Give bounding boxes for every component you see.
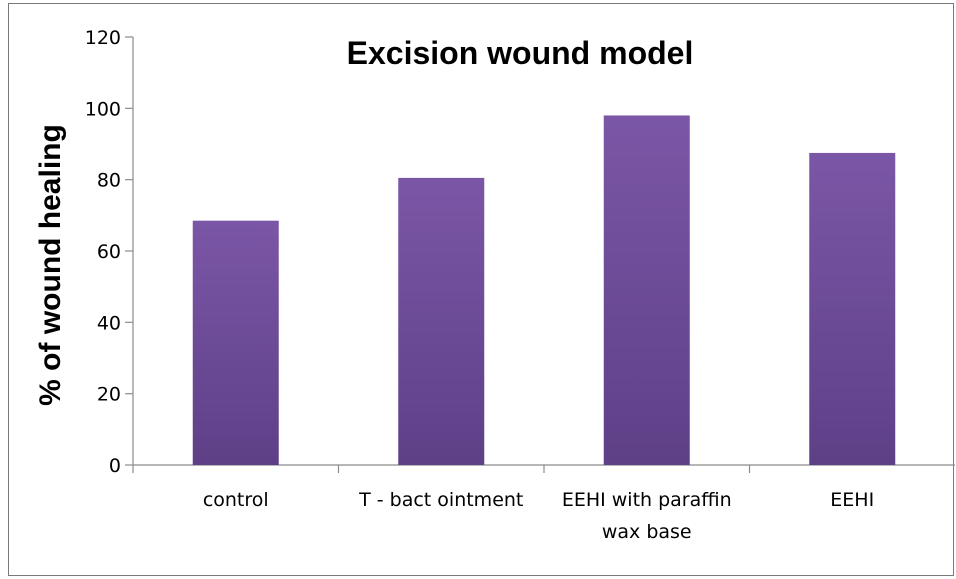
y-tick-label: 20 — [97, 384, 121, 406]
bars — [192, 115, 896, 465]
y-tick-label: 80 — [97, 170, 121, 192]
y-tick-label: 60 — [97, 241, 121, 263]
x-tick-label: control — [203, 489, 269, 511]
y-tick-labels: 0 20 40 60 80 100 120 — [85, 27, 121, 477]
bar — [398, 177, 485, 465]
x-tick-label: EEHI — [830, 489, 874, 511]
chart-title: Excision wound model — [347, 35, 694, 71]
y-tick-label: 100 — [85, 98, 121, 120]
x-tick-labels: control T - bact ointment EEHI with paraff… — [203, 489, 874, 543]
x-tick-label: EEHI with paraffin — [562, 489, 732, 511]
bar — [603, 115, 690, 465]
y-tick-label: 0 — [109, 455, 121, 477]
y-tick-label: 40 — [97, 312, 121, 334]
x-tick-label: wax base — [602, 521, 692, 543]
bar — [809, 152, 896, 465]
y-tick-label: 120 — [85, 27, 121, 49]
y-axis-label: % of wound healing — [34, 124, 67, 406]
bar — [192, 220, 279, 465]
x-tick-label: T - bact ointment — [358, 489, 523, 511]
